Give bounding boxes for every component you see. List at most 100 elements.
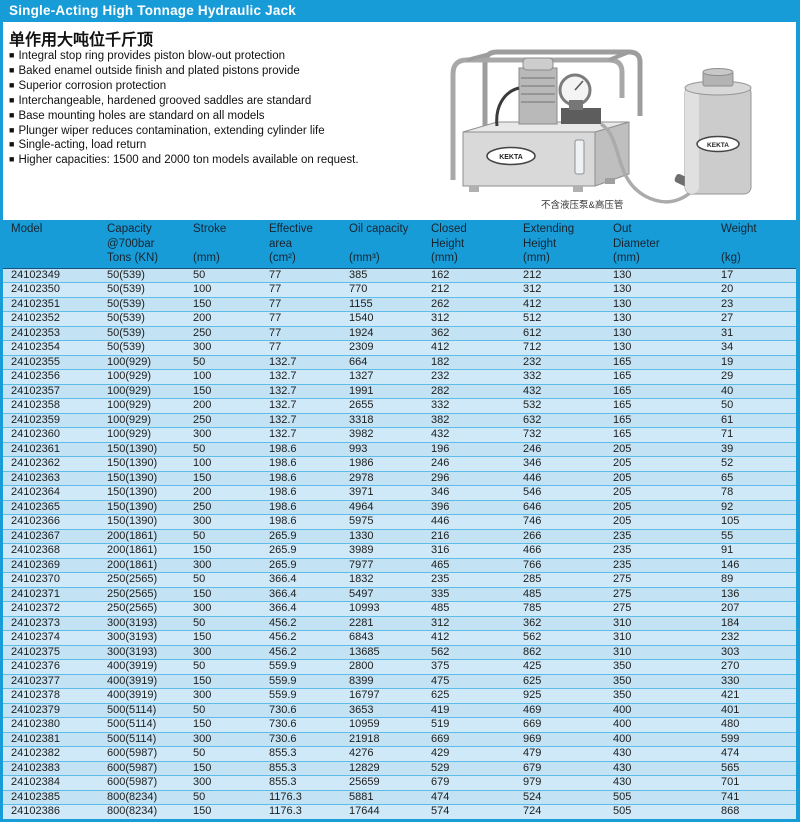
table-cell: 24102361 [3,442,99,457]
table-cell: 475 [423,674,515,689]
table-cell: 612 [515,326,605,341]
table-cell: 562 [515,630,605,646]
table-cell: 50(539) [99,326,185,341]
tank-foot [469,186,479,192]
column-header-line: (kg) [721,252,741,264]
table-row: 24102364 150(1390) 200 198.6 3971 346 546 205 78 [3,485,796,501]
table-cell: 532 [515,398,605,414]
table-cell: 17644 [341,804,423,819]
table-cell: 24102357 [3,384,99,399]
table-cell: 130 [605,311,713,327]
table-cell: 136 [713,587,796,602]
table-row: 24102371 250(2565) 150 366.4 5497 335 485 275 13… [3,587,796,602]
table-cell: 92 [713,500,796,515]
table-cell: 165 [605,384,713,399]
table-cell: 17 [713,268,796,283]
square-bullet-icon: ■ [9,139,15,150]
table-cell: 150 [185,297,261,312]
table-cell: 310 [605,630,713,646]
table-cell: 2281 [341,616,423,631]
table-cell: 50 [185,790,261,805]
table-cell: 7977 [341,558,423,573]
table-cell: 730.6 [261,732,341,747]
table-row: 24102383 600(5987) 150 855.3 12829 529 679 430 5… [3,761,796,776]
table-cell: 5497 [341,587,423,602]
feature-text: Baked enamel outside finish and plated p… [18,64,300,77]
table-cell: 24102384 [3,775,99,791]
table-cell: 300 [185,427,261,443]
table-cell: 207 [713,601,796,617]
table-row: 24102373 300(3193) 50 456.2 2281 312 362 310 184 [3,616,796,631]
table-cell: 24102350 [3,282,99,298]
table-cell: 312 [423,311,515,327]
table-cell: 4964 [341,500,423,515]
table-cell: 184 [713,616,796,631]
table-cell: 479 [515,746,605,762]
table-cell: 24102366 [3,514,99,530]
table-row: 24102384 600(5987) 300 855.3 25659 679 979 430 7… [3,775,796,791]
feature-text: Superior corrosion protection [18,79,167,92]
table-cell: 300 [185,340,261,356]
feature-item: ■ Interchangeable, hardened grooved saddl… [9,94,359,109]
table-cell: 505 [605,804,713,819]
table-cell: 469 [515,703,605,718]
table-row: 24102355 100(929) 50 132.7 664 182 232 165 19 [3,355,796,370]
table-cell: 246 [515,442,605,457]
table-cell: 855.3 [261,746,341,762]
column-header-line [349,237,423,252]
table-cell: 105 [713,514,796,530]
table-cell: 212 [515,268,605,283]
table-cell: 1327 [341,369,423,385]
table-cell: 316 [423,543,515,559]
table-cell: 130 [605,297,713,312]
spec-table: Model Capacity @700bar Tons (KN) Stroke (mm… [3,220,796,819]
column-header-line: (mm) [431,252,458,264]
column-header-line [11,237,99,252]
table-cell: 993 [341,442,423,457]
table-cell: 500(5114) [99,717,185,733]
table-cell: 10959 [341,717,423,733]
column-header: Extending Height (mm) [515,220,605,269]
table-row: 24102367 200(1861) 50 265.9 1330 216 266 235 55 [3,529,796,544]
column-header-line: Effective [269,223,313,235]
table-cell: 366.4 [261,572,341,588]
table-cell: 50 [185,659,261,675]
table-cell: 519 [423,717,515,733]
square-bullet-icon: ■ [9,109,15,120]
table-row: 24102372 250(2565) 300 366.4 10993 485 785 275 2… [3,601,796,617]
table-cell: 979 [515,775,605,791]
table-cell: 150 [185,543,261,559]
table-cell: 24102377 [3,674,99,689]
table-cell: 132.7 [261,398,341,414]
table-cell: 375 [423,659,515,675]
table-cell: 50 [185,746,261,762]
table-cell: 24102349 [3,268,99,283]
table-cell: 150(1390) [99,442,185,457]
square-bullet-icon: ■ [9,50,15,60]
column-header: Capacity @700bar Tons (KN) [99,220,185,269]
table-cell: 165 [605,355,713,370]
table-cell: 265.9 [261,558,341,573]
table-row: 24102379 500(5114) 50 730.6 3653 419 469 400 401 [3,703,796,718]
table-row: 24102357 100(929) 150 132.7 1991 282 432 165 40 [3,384,796,399]
table-cell: 330 [713,674,796,689]
table-cell: 10993 [341,601,423,617]
table-cell: 300 [185,688,261,704]
table-cell: 50 [185,616,261,631]
table-cell: 50 [185,355,261,370]
column-header-line: Extending [523,223,575,235]
table-cell: 270 [713,659,796,675]
table-cell: 77 [261,326,341,341]
table-cell: 362 [423,326,515,341]
table-cell: 701 [713,775,796,791]
table-cell: 300 [185,514,261,530]
table-cell: 24102380 [3,717,99,733]
table-cell: 485 [515,587,605,602]
table-row: 24102352 50(539) 200 77 1540 312 512 130 27 [3,311,796,327]
table-cell: 335 [423,587,515,602]
table-cell: 285 [515,572,605,588]
table-cell: 296 [423,471,515,486]
table-row: 24102363 150(1390) 150 198.6 2978 296 446 205 65 [3,471,796,486]
table-cell: 200(1861) [99,558,185,573]
table-cell: 432 [515,384,605,399]
